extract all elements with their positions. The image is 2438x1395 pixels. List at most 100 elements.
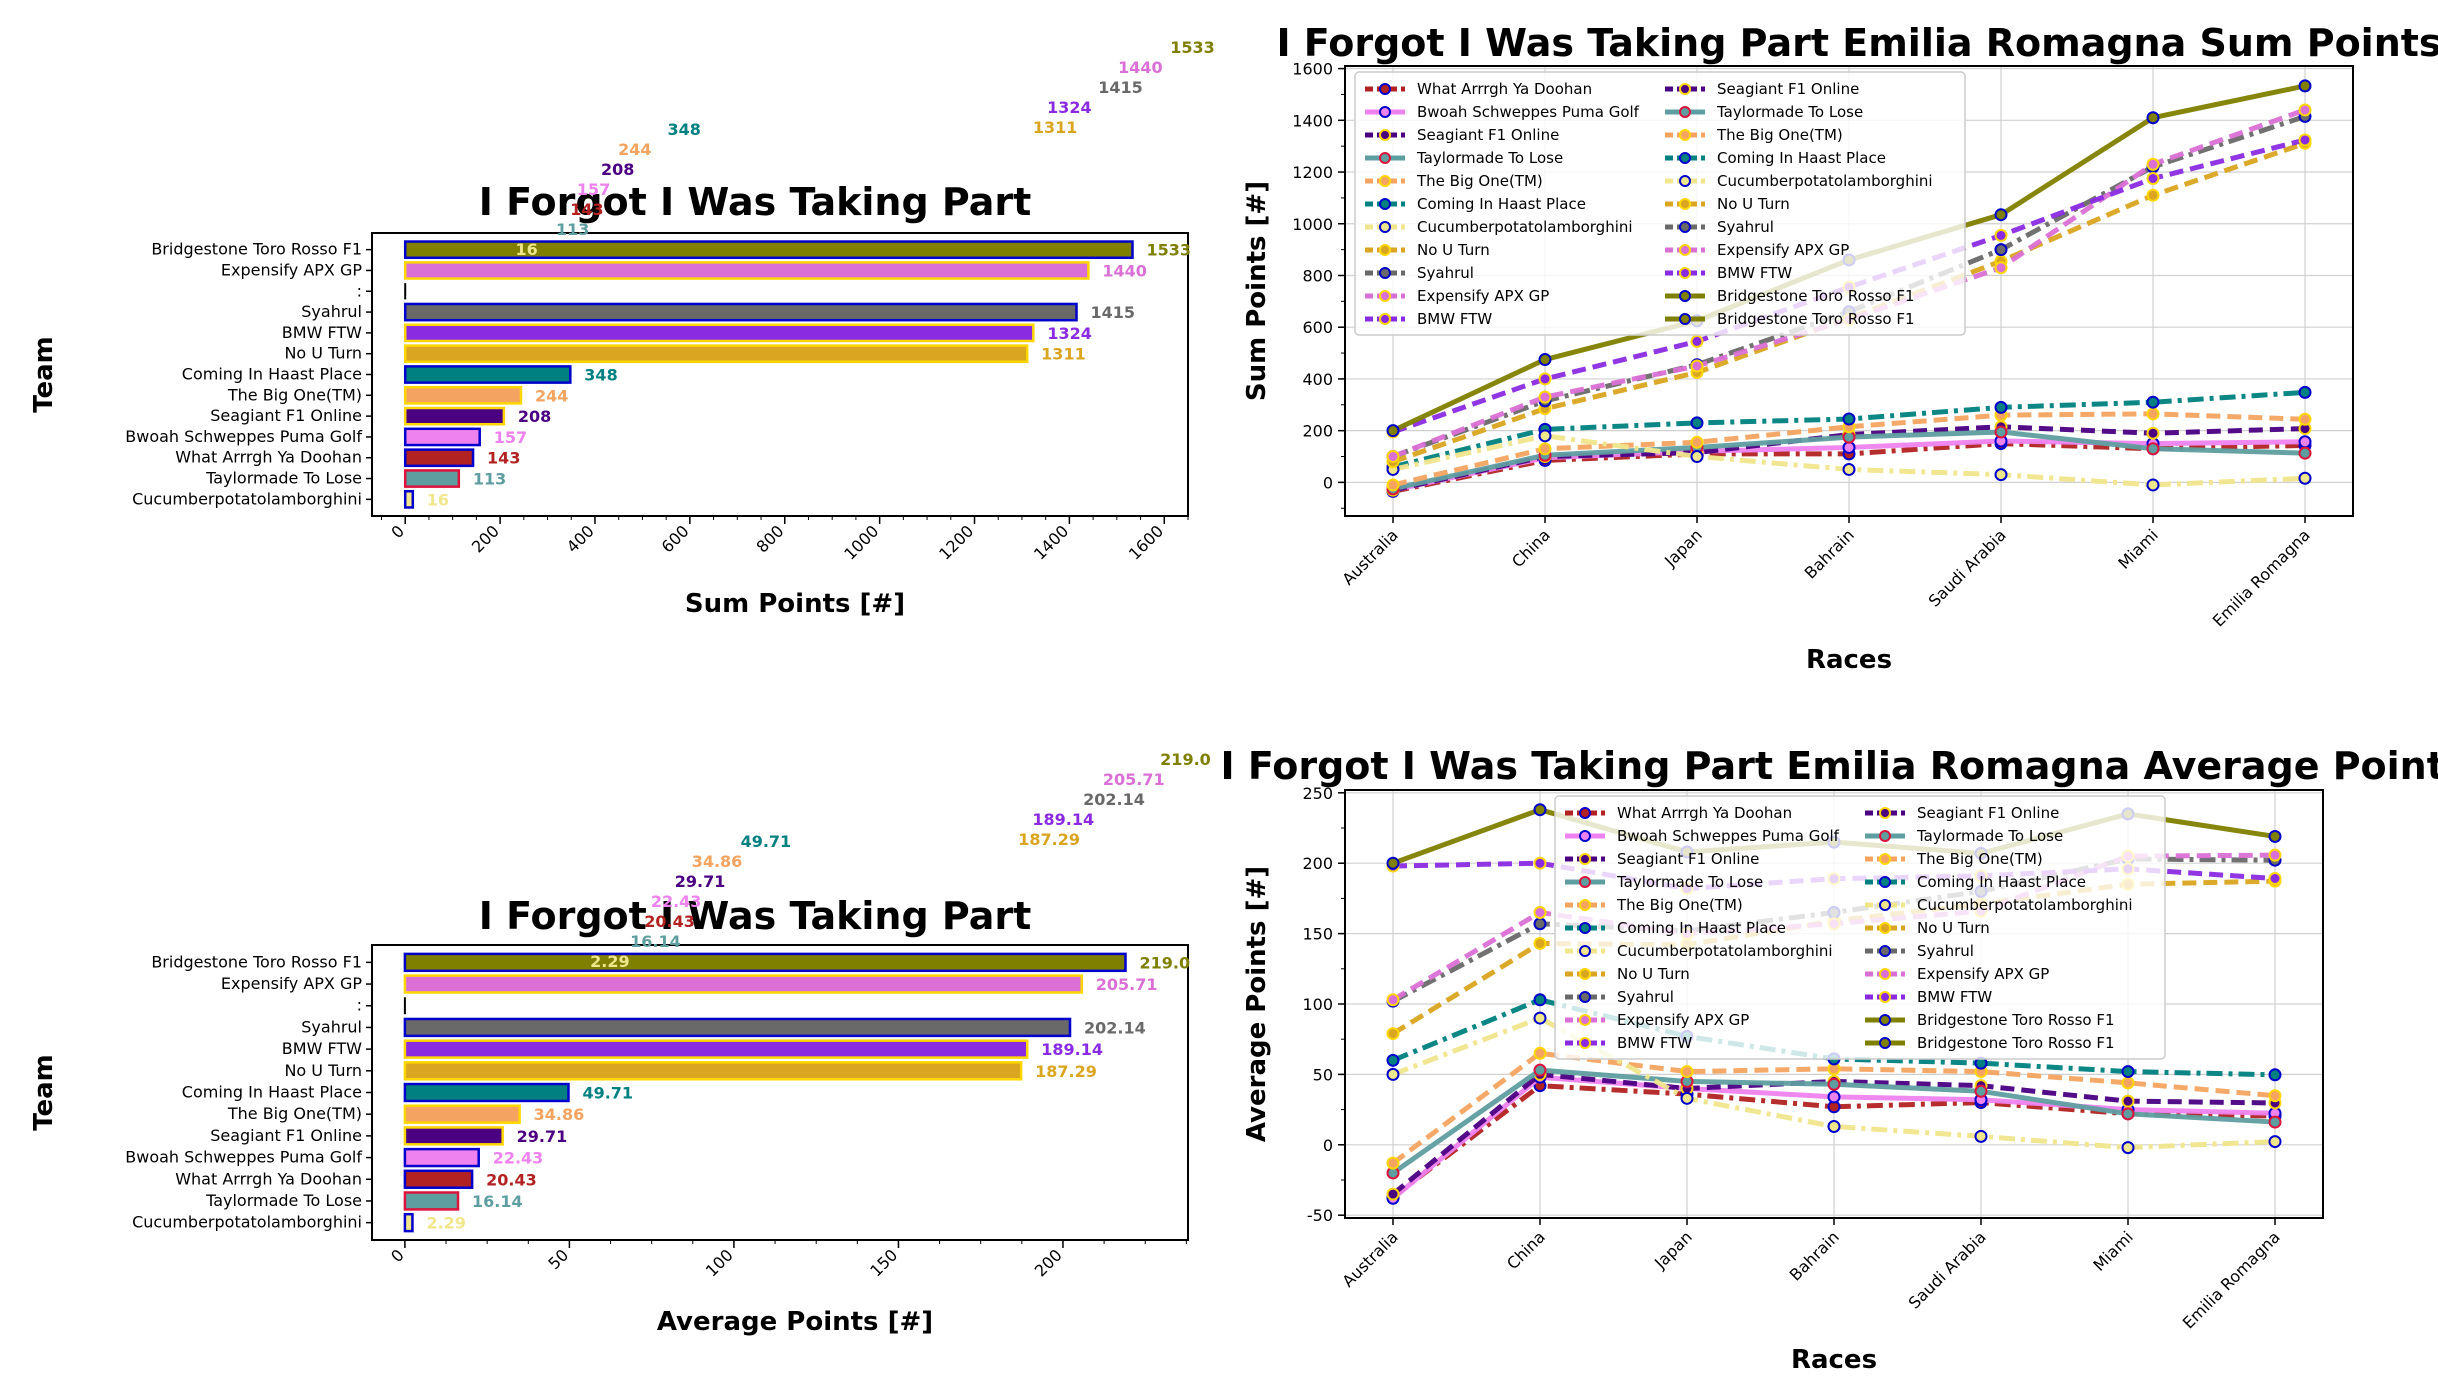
x-axis-label: Sum Points [#] <box>685 589 905 619</box>
legend-marker <box>1879 922 1891 934</box>
data-point <box>1842 412 1856 426</box>
data-point <box>1533 1063 1547 1077</box>
bar <box>403 469 461 488</box>
y-tick-label: The Big One(TM) <box>227 385 362 404</box>
stray-value-label: 29.71 <box>675 872 726 891</box>
legend-label: Syahrul <box>1717 218 1774 236</box>
y-tick-label: Taylormade To Lose <box>205 1191 362 1210</box>
y-tick-label: 0 <box>1323 1136 1333 1155</box>
data-point <box>2298 79 2312 93</box>
legend-label: No U Turn <box>1617 965 1690 983</box>
data-point <box>2268 1068 2282 1082</box>
bar-value-label: 1440 <box>1102 261 1147 280</box>
legend-marker <box>1379 221 1391 233</box>
bar-value-label: 16 <box>427 490 449 509</box>
bar-value-label: 157 <box>494 428 527 447</box>
data-point <box>2298 103 2312 117</box>
legend-marker <box>1379 244 1391 256</box>
legend-label: Seagiant F1 Online <box>1917 804 2059 822</box>
legend-marker <box>1579 899 1591 911</box>
data-point <box>1533 803 1547 817</box>
bar-value-label: 22.43 <box>493 1149 544 1168</box>
bar-value-label: 16.14 <box>472 1192 523 1211</box>
data-point <box>1386 1156 1400 1170</box>
x-axis-label: Races <box>1791 1345 1877 1375</box>
legend-frame <box>1354 71 1966 336</box>
legend-label: Cucumberpotatolamborghini <box>1717 172 1933 190</box>
bar-value-label: 205.71 <box>1096 975 1158 994</box>
y-tick-label: The Big One(TM) <box>227 1104 362 1123</box>
y-tick-label: 150 <box>1302 925 1333 944</box>
bar <box>403 1017 1072 1038</box>
bar-value-label: 1311 <box>1041 345 1086 364</box>
data-point <box>2121 1065 2135 1079</box>
stray-value-label: 20.43 <box>644 912 695 931</box>
y-tick-label: 250 <box>1302 784 1333 803</box>
legend-label: Syahrul <box>1617 988 1674 1006</box>
data-point <box>1827 1119 1841 1133</box>
data-point <box>2298 471 2312 485</box>
bar-separator <box>404 283 407 300</box>
legend-label: The Big One(TM) <box>1416 172 1543 190</box>
y-tick-label: Bwoah Schweppes Puma Golf <box>125 427 362 446</box>
bar <box>403 1126 504 1146</box>
stray-value-label: 205.71 <box>1103 770 1165 789</box>
y-tick-label: Bwoah Schweppes Puma Golf <box>125 1148 362 1167</box>
chart-title: I Forgot I Was Taking Part Emilia Romagn… <box>1276 21 2438 65</box>
data-point <box>1533 1046 1547 1060</box>
legend-label: Taylormade To Lose <box>1416 149 1563 167</box>
data-point <box>2268 1089 2282 1103</box>
data-point <box>1994 243 2008 257</box>
y-tick-label: What Arrrgh Ya Doohan <box>175 1169 362 1188</box>
data-point <box>2146 172 2160 185</box>
legend-marker <box>1379 129 1391 141</box>
y-tick-label: 1600 <box>1292 60 1333 79</box>
data-point <box>2268 848 2282 862</box>
data-point <box>1690 359 1704 373</box>
bar-value-label: 244 <box>535 386 568 405</box>
stray-value-label: 2.29 <box>590 952 629 971</box>
data-point <box>2121 1107 2135 1121</box>
legend-label: Seagiant F1 Online <box>1717 80 1859 98</box>
data-point <box>2298 446 2312 460</box>
legend-label: Coming In Haast Place <box>1617 919 1786 937</box>
bar <box>403 489 415 509</box>
y-tick-label: Bridgestone Toro Rosso F1 <box>151 952 362 971</box>
y-tick-label: 800 <box>1302 266 1333 285</box>
y-tick-label: 100 <box>1302 995 1333 1014</box>
legend-marker <box>1579 807 1591 819</box>
data-point <box>1386 450 1400 464</box>
data-point <box>1538 442 1552 456</box>
stray-value-label: 16.14 <box>630 932 681 951</box>
legend-marker <box>1879 991 1891 1003</box>
legend-frame <box>1554 795 2166 1060</box>
y-tick-label: 1200 <box>1292 163 1333 182</box>
stray-value-label: 1415 <box>1098 78 1143 97</box>
x-axis-label: Races <box>1806 645 1892 675</box>
legend-label: Syahrul <box>1917 942 1974 960</box>
data-point <box>2146 407 2160 421</box>
bar-separator <box>403 997 406 1015</box>
data-point <box>2298 133 2312 147</box>
data-point <box>2121 1094 2135 1108</box>
bar <box>403 952 1127 973</box>
bar-value-label: 1324 <box>1047 324 1092 343</box>
legend-marker <box>1679 152 1691 164</box>
data-point <box>2268 829 2282 843</box>
bar-value-label: 2.29 <box>426 1214 465 1233</box>
y-tick-label: 400 <box>1302 370 1333 389</box>
legend-marker <box>1579 853 1591 865</box>
legend-marker <box>1679 221 1691 233</box>
data-point <box>1994 400 2008 414</box>
bar-value-label: 1533 <box>1146 241 1191 260</box>
stray-value-label: 219.0 <box>1160 750 1211 769</box>
y-tick-label: 200 <box>1302 422 1333 441</box>
stray-value-label: 189.14 <box>1032 810 1094 829</box>
legend-marker <box>1579 922 1591 934</box>
data-point <box>1538 353 1552 367</box>
legend-marker <box>1879 807 1891 819</box>
legend-marker <box>1579 1037 1591 1049</box>
plot-frame <box>1344 789 2324 1219</box>
legend-marker <box>1879 1037 1891 1049</box>
y-tick-label: Cucumberpotatolamborghini <box>132 1213 362 1232</box>
